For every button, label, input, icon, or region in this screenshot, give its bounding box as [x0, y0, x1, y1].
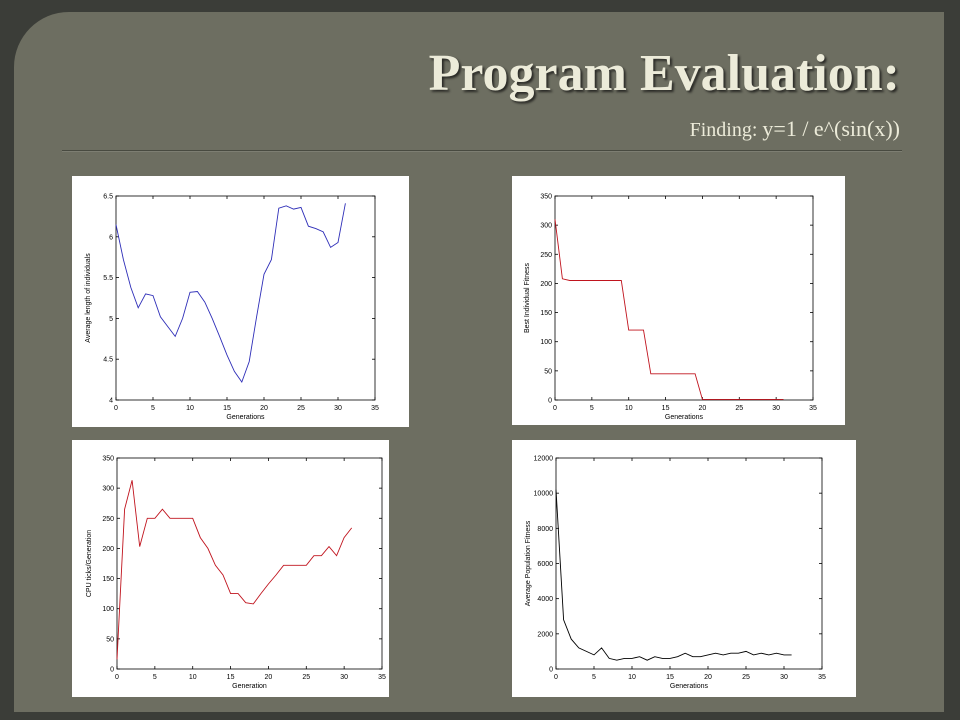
y-tick-label: 200	[102, 546, 114, 553]
x-tick-label: 25	[742, 674, 750, 681]
x-tick-label: 0	[553, 405, 557, 412]
x-tick-label: 0	[114, 405, 118, 412]
y-tick-label: 350	[102, 456, 114, 463]
x-tick-label: 35	[818, 674, 826, 681]
y-tick-label: 100	[540, 339, 552, 346]
y-axis-label: Average Population Fitness	[525, 520, 532, 606]
y-tick-label: 200	[540, 281, 552, 288]
y-tick-label: 150	[102, 576, 114, 583]
y-tick-label: 2000	[537, 631, 553, 638]
y-tick-label: 0	[110, 667, 114, 674]
y-tick-label: 50	[106, 636, 114, 643]
subtitle-formula: y=1 / e^(sin(x))	[762, 116, 900, 141]
y-tick-label: 5.5	[103, 275, 113, 282]
title-divider	[62, 150, 902, 152]
chart-best-fitness: 0 5 10 15 20 25 30 35 0 50 100 150 200 250 300 350 Gener…	[512, 176, 845, 425]
x-tick-label: 30	[772, 405, 780, 412]
y-tick-label: 6.5	[103, 194, 113, 201]
subtitle-prefix: Finding:	[689, 119, 758, 141]
y-tick-label: 250	[102, 516, 114, 523]
y-tick-label: 250	[540, 252, 552, 259]
y-tick-label: 4	[109, 398, 113, 405]
series-line	[554, 219, 784, 400]
y-tick-label: 300	[540, 223, 552, 230]
plot-frame	[116, 457, 383, 670]
x-tick-label: 15	[227, 674, 235, 681]
x-tick-label: 10	[625, 405, 633, 412]
y-axis-label: CPU ticks/Generation	[86, 530, 93, 597]
y-tick-label: 4000	[537, 596, 553, 603]
x-tick-label: 20	[704, 674, 712, 681]
y-tick-label: 6	[109, 234, 113, 241]
x-axis-label: Generations	[226, 414, 265, 421]
x-tick-label: 20	[260, 405, 268, 412]
y-tick-label: 8000	[537, 526, 553, 533]
slide-subtitle: Finding: y=1 / e^(sin(x))	[0, 116, 900, 142]
y-axis-label: Best Individual Fitness	[524, 262, 531, 333]
x-tick-label: 5	[592, 674, 596, 681]
chart-average-population-fitness: 0 5 10 15 20 25 30 35 0 2000 4000 6000 8000 10000 1200…	[512, 440, 856, 697]
y-tick-label: 4.5	[103, 357, 113, 364]
chart-average-length: 0 5 10 15 20 25 30 35 4 4.5 5 5.5 6 6.5 Generations Ave…	[72, 176, 409, 427]
x-tick-label: 20	[699, 405, 707, 412]
y-tick-label: 10000	[534, 491, 554, 498]
chart-cpu-ticks-svg: 0 5 10 15 20 25 30 35050100150200250300350Gener…	[86, 456, 386, 691]
y-tick-label: 50	[544, 368, 552, 375]
y-tick-label: 300	[102, 486, 114, 493]
x-tick-label: 5	[153, 674, 157, 681]
x-tick-label: 30	[340, 674, 348, 681]
x-axis-label: Generations	[665, 414, 704, 421]
plot-frame	[554, 195, 814, 401]
chart-average-population-fitness-svg: 0 5 10 15 20 25 30 35 0 2000 4000 6000 8000 10000 1200…	[525, 456, 826, 691]
plot-frame	[555, 457, 823, 670]
x-tick-label: 0	[554, 674, 558, 681]
chart-cpu-ticks: 0 5 10 15 20 25 30 35 0 50 100 150 200 250 300 350 Gener…	[72, 440, 389, 697]
x-tick-label: 15	[223, 405, 231, 412]
series-line	[555, 489, 792, 661]
slide-title: Program Evaluation:	[428, 45, 900, 102]
x-tick-label: 30	[334, 405, 342, 412]
x-tick-label: 25	[302, 674, 310, 681]
series-line	[115, 203, 346, 383]
x-tick-label: 10	[628, 674, 636, 681]
series-line	[116, 480, 353, 660]
y-tick-label: 6000	[537, 561, 553, 568]
x-tick-label: 25	[297, 405, 305, 412]
x-tick-label: 5	[590, 405, 594, 412]
y-tick-label: 150	[540, 310, 552, 317]
x-tick-label: 15	[666, 674, 674, 681]
y-tick-label: 0	[549, 667, 553, 674]
y-tick-label: 12000	[534, 456, 554, 463]
y-tick-label: 5	[109, 316, 113, 323]
x-tick-label: 35	[371, 405, 379, 412]
plot-frame	[115, 195, 376, 401]
x-tick-label: 10	[186, 405, 194, 412]
x-tick-label: 25	[735, 405, 743, 412]
x-tick-label: 0	[115, 674, 119, 681]
x-tick-label: 10	[189, 674, 197, 681]
x-tick-label: 5	[151, 405, 155, 412]
y-tick-label: 350	[540, 194, 552, 201]
y-tick-label: 100	[102, 606, 114, 613]
x-tick-label: 35	[378, 674, 386, 681]
chart-average-length-svg: 0 5 10 15 20 25 30 35 4 4.5 5 5.5 6 6.5 Generations Ave…	[85, 194, 379, 422]
x-axis-label: Generation	[232, 683, 267, 690]
y-axis-label: Average length of individuals	[85, 253, 92, 343]
x-tick-label: 30	[780, 674, 788, 681]
x-axis-label: Generations	[670, 683, 709, 690]
x-tick-label: 15	[662, 405, 670, 412]
chart-best-fitness-svg: 0 5 10 15 20 25 30 35050100150200250300350Gener…	[524, 194, 817, 422]
y-tick-label: 0	[548, 398, 552, 405]
x-tick-label: 35	[809, 405, 817, 412]
x-tick-label: 20	[265, 674, 273, 681]
